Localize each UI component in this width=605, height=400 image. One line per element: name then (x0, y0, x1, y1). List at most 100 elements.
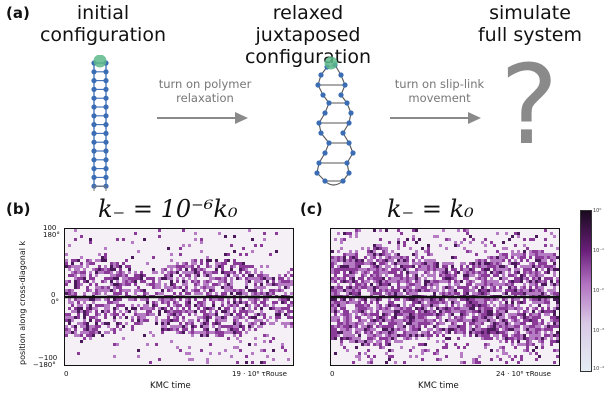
heat-cell (460, 361, 463, 364)
heat-cell (463, 361, 466, 364)
heat-cell (161, 292, 164, 295)
heat-cell (337, 256, 340, 259)
heat-cell (367, 259, 370, 262)
heat-cell (364, 343, 367, 346)
heat-cell (155, 292, 158, 295)
heat-cell (95, 316, 98, 319)
heat-cell (523, 265, 526, 268)
heat-cell (463, 271, 466, 274)
heat-cell (484, 331, 487, 334)
heat-cell (382, 286, 385, 289)
heat-cell (448, 262, 451, 265)
heat-cell (535, 337, 538, 340)
heat-cell (230, 268, 233, 271)
heat-cell (502, 292, 505, 295)
heat-cell (409, 298, 412, 301)
heat-cell (529, 331, 532, 334)
heat-cell (391, 310, 394, 313)
heat-cell (517, 280, 520, 283)
heat-cell (275, 316, 278, 319)
heat-cell (550, 283, 553, 286)
heat-cell (454, 322, 457, 325)
heat-cell (116, 313, 119, 316)
heat-cell (278, 280, 281, 283)
heat-cell (209, 280, 212, 283)
heat-cell (263, 304, 266, 307)
heat-cell (89, 283, 92, 286)
heat-cell (77, 301, 80, 304)
heat-cell (424, 271, 427, 274)
heat-cell (83, 313, 86, 316)
heat-cell (514, 253, 517, 256)
heat-cell (451, 289, 454, 292)
heat-cell (508, 325, 511, 328)
heat-cell (472, 322, 475, 325)
heat-cell (98, 268, 101, 271)
heat-cell (101, 289, 104, 292)
heat-cell (209, 271, 212, 274)
heat-cell (188, 292, 191, 295)
heat-cell (242, 289, 245, 292)
heat-cell (89, 274, 92, 277)
heat-cell (427, 349, 430, 352)
heat-cell (218, 331, 221, 334)
heat-cell (385, 334, 388, 337)
heat-cell (481, 337, 484, 340)
heat-cell (463, 316, 466, 319)
heat-cell (526, 271, 529, 274)
monomer-bead (348, 110, 354, 116)
heat-cell (340, 331, 343, 334)
heat-cell (511, 319, 514, 322)
monomer-bead (103, 148, 109, 154)
heat-cell (385, 316, 388, 319)
heat-cell (170, 313, 173, 316)
heat-cell (499, 322, 502, 325)
heat-cell (68, 307, 71, 310)
heat-cell (242, 292, 245, 295)
heat-cell (376, 304, 379, 307)
heat-cell (98, 265, 101, 268)
heat-cell (535, 280, 538, 283)
heat-cell (511, 325, 514, 328)
heat-cell (547, 256, 550, 259)
heat-cell (385, 310, 388, 313)
heat-cell (484, 283, 487, 286)
heat-cell (517, 334, 520, 337)
heat-cell (346, 349, 349, 352)
heat-cell (251, 298, 254, 301)
heat-cell (508, 286, 511, 289)
heat-cell (442, 310, 445, 313)
heat-cell (290, 304, 293, 307)
heat-cell (517, 337, 520, 340)
heat-cell (451, 313, 454, 316)
heat-cell (553, 274, 556, 277)
heat-cell (152, 307, 155, 310)
heat-cell (412, 271, 415, 274)
heat-cell (224, 271, 227, 274)
heat-cell (388, 328, 391, 331)
heat-cell (502, 316, 505, 319)
heat-cell (505, 256, 508, 259)
heat-cell (490, 319, 493, 322)
heat-cell (526, 337, 529, 340)
heat-cell (254, 304, 257, 307)
heat-cell (370, 361, 373, 364)
heat-cell (230, 289, 233, 292)
heat-cell (433, 280, 436, 283)
heat-cell (86, 331, 89, 334)
heat-cell (355, 283, 358, 286)
heat-cell (200, 316, 203, 319)
heat-cell (203, 301, 206, 304)
heat-cell (541, 337, 544, 340)
heat-cell (176, 280, 179, 283)
heat-cell (343, 265, 346, 268)
heat-cell (517, 235, 520, 238)
heat-cell (218, 232, 221, 235)
heat-cell (340, 286, 343, 289)
heat-cell (170, 271, 173, 274)
heat-cell (358, 277, 361, 280)
heat-cell (439, 307, 442, 310)
heat-cell (125, 307, 128, 310)
heat-cell (382, 250, 385, 253)
heat-cell (496, 262, 499, 265)
